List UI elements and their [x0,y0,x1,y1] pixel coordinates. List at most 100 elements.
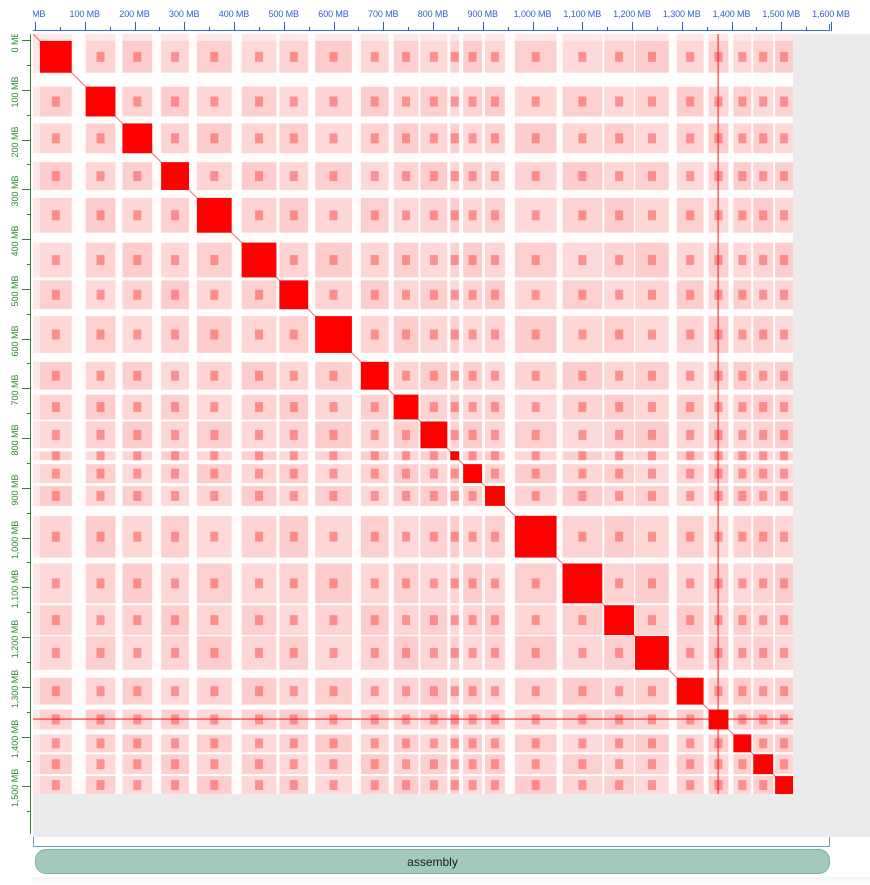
inter-scaffold-block [360,605,389,636]
inter-scaffold-block [161,197,189,233]
contact-hotspot [96,490,105,501]
inter-scaffold-block [279,123,309,154]
contact-hotspot [96,615,105,626]
inter-scaffold-block [753,776,774,794]
contact-hotspot [686,615,695,626]
inter-scaffold-block [360,86,389,117]
top-axis-label: 600 MB [318,9,349,19]
contact-hotspot [450,738,459,749]
left-axis-line [30,34,31,834]
contact-hotspot [171,96,180,107]
inter-scaffold-block [315,734,352,753]
contact-hotspot [490,289,499,300]
inter-scaffold-block [360,280,389,310]
contact-hotspot [647,402,656,413]
inter-scaffold-block [676,563,704,604]
inter-scaffold-block [562,776,603,794]
contact-hotspot [329,647,338,658]
inter-scaffold-block [775,40,793,73]
inter-scaffold-block [450,776,460,794]
inter-scaffold-block [196,316,232,353]
inter-scaffold-block [161,776,189,794]
inter-scaffold-block [122,280,153,310]
contact-hotspot [255,210,264,221]
contact-hotspot [468,96,477,107]
inter-scaffold-block [604,486,635,506]
contact-hotspot [289,51,298,62]
inter-scaffold-block [676,280,704,310]
inter-scaffold-block [733,40,752,73]
inter-scaffold-block [315,776,352,794]
contact-hotspot [289,490,298,501]
inter-scaffold-block [562,361,603,390]
contact-hotspot [686,210,695,221]
inter-scaffold-block [241,421,277,449]
scaffold-block [279,280,309,310]
contact-hotspot [615,450,624,461]
contact-hotspot [429,490,438,501]
inter-scaffold-block [450,636,460,670]
left-axis-tick [22,537,31,539]
inter-scaffold-block [562,421,603,449]
inter-scaffold-block [450,242,460,278]
inter-scaffold-block [775,162,793,190]
inter-scaffold-block [753,563,774,604]
contact-hotspot [759,738,768,749]
contact-hotspot [531,133,540,144]
contact-hotspot [429,531,438,542]
contact-hotspot [759,171,768,182]
contact-hotspot [615,329,624,340]
inter-scaffold-block [39,123,72,154]
contact-hotspot [490,210,499,221]
contact-hotspot [210,647,219,658]
inter-scaffold-block [514,563,557,604]
scaffold-gap-vertical [602,34,605,794]
inter-scaffold-block [122,197,153,233]
contact-hotspot [429,450,438,461]
inter-scaffold-block [196,421,232,449]
inter-scaffold-block [753,421,774,449]
inter-scaffold-block [562,464,603,484]
contact-map[interactable] [33,34,793,794]
contact-hotspot [450,686,459,697]
inter-scaffold-block [279,636,309,670]
inter-scaffold-block [753,361,774,390]
inter-scaffold-block [733,563,752,604]
inter-scaffold-block [85,280,116,310]
inter-scaffold-block [196,636,232,670]
assembly-track[interactable]: assembly [35,849,830,874]
inter-scaffold-block [279,486,309,506]
contact-hotspot [289,255,298,266]
contact-hotspot [578,133,587,144]
scaffold-gap-vertical [152,34,162,794]
contact-hotspot [429,255,438,266]
contact-hotspot [686,171,695,182]
inter-scaffold-block [450,394,460,420]
inter-scaffold-block [420,563,448,604]
inter-scaffold-block [676,734,704,753]
contact-hotspot [615,289,624,300]
scaffold-gap-horizontal [33,729,793,735]
contact-hotspot [329,759,338,770]
inter-scaffold-block [562,162,603,190]
inter-scaffold-block [562,515,603,558]
left-axis-tick [22,239,31,240]
inter-scaffold-block [420,162,448,190]
inter-scaffold-block [635,197,669,233]
inter-scaffold-block [463,40,483,73]
contact-hotspot [490,96,499,107]
contact-hotspot [429,329,438,340]
inter-scaffold-block [241,394,277,420]
contact-hotspot [370,429,379,440]
contact-map-viewport[interactable] [33,34,870,837]
track-bracket [33,837,830,847]
contact-hotspot [171,402,180,413]
contact-hotspot [615,171,624,182]
contact-hotspot [210,578,219,589]
contact-hotspot [96,429,105,440]
contact-hotspot [450,429,459,440]
inter-scaffold-block [753,162,774,190]
left-axis-label: 500 MB [10,275,20,307]
inter-scaffold-block [420,242,448,278]
contact-hotspot [615,133,624,144]
